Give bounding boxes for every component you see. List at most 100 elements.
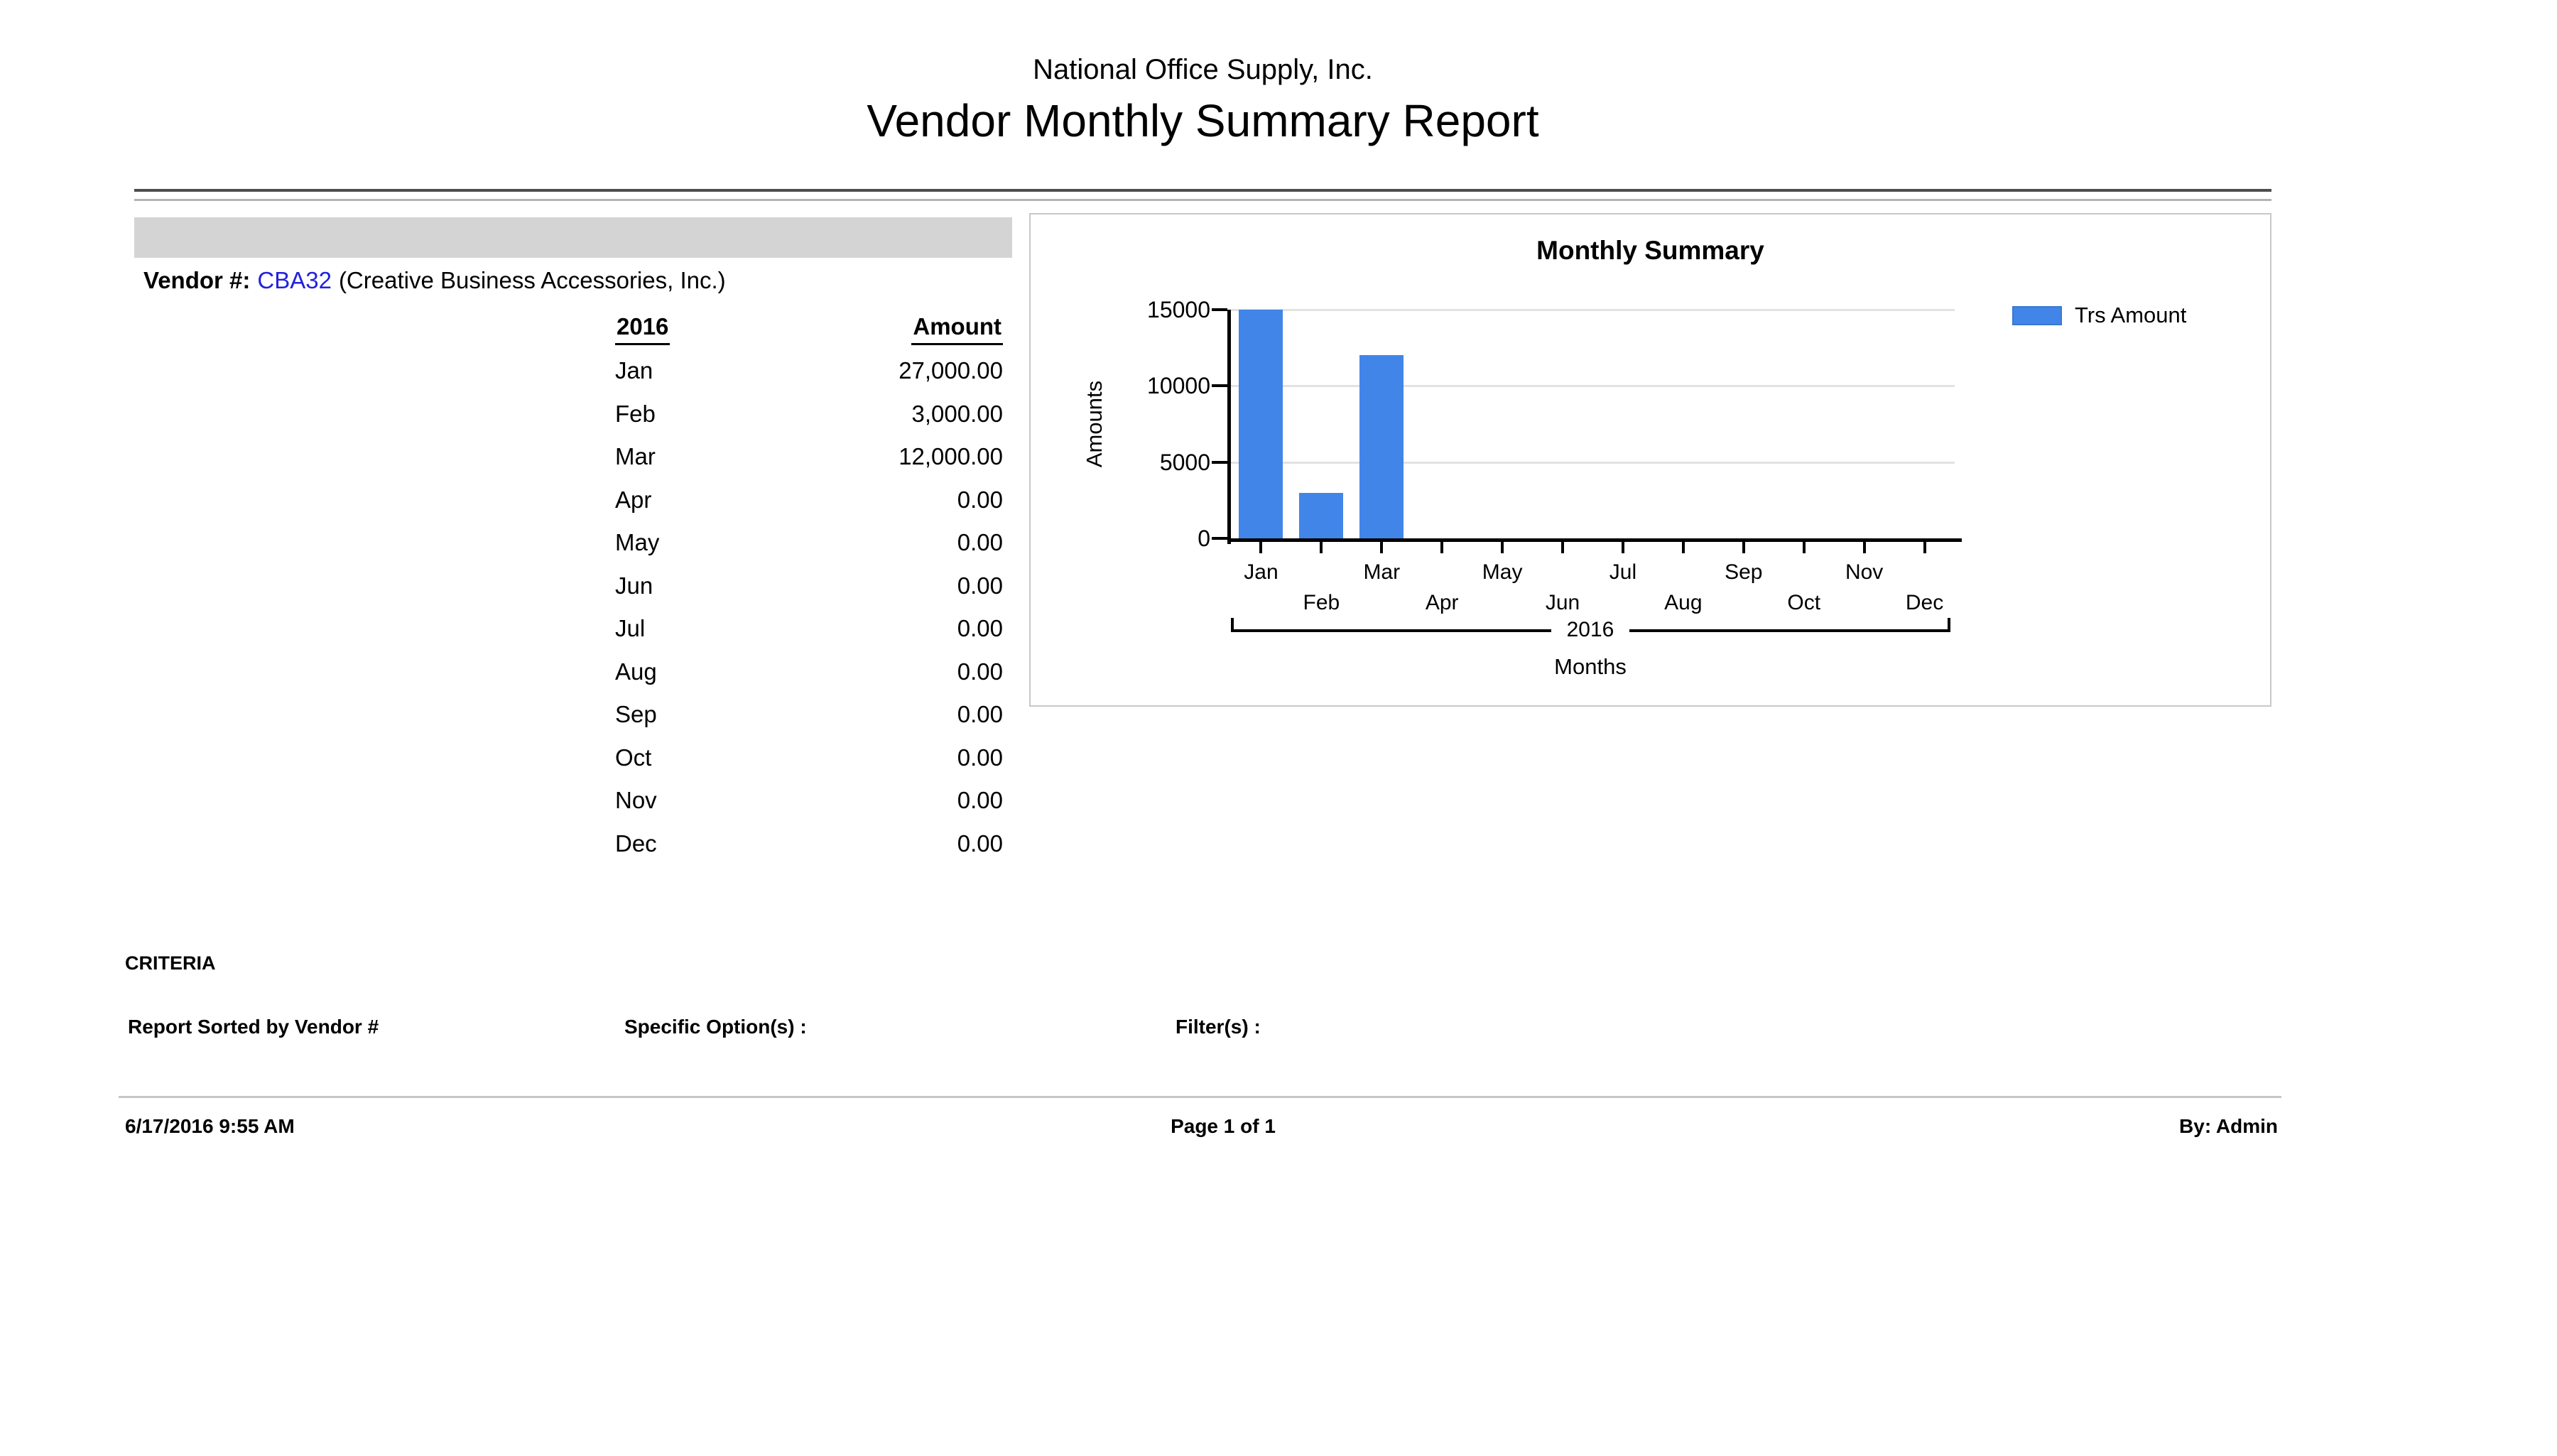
row-amount: 0.00	[957, 701, 1003, 728]
row-month: May	[615, 529, 660, 556]
x-tick-mark	[1501, 542, 1504, 553]
x-tick-label: Nov	[1845, 560, 1884, 584]
bar-jan	[1239, 310, 1283, 538]
year-bracket-left-tick	[1231, 618, 1234, 632]
vendor-line: Vendor #: CBA32 (Creative Business Accesso…	[143, 266, 726, 295]
table-header-row: 2016 Amount	[615, 313, 1003, 345]
x-tick-mark	[1440, 542, 1444, 553]
row-month: Nov	[615, 787, 657, 814]
row-amount: 12,000.00	[899, 443, 1003, 470]
x-tick-mark	[1561, 542, 1565, 553]
row-month: Apr	[615, 486, 652, 513]
table-row: Aug 0.00	[615, 651, 1003, 694]
x-tick-label: Sep	[1725, 560, 1763, 584]
row-month: Dec	[615, 830, 657, 857]
x-tick-label: Aug	[1664, 591, 1703, 614]
row-amount: 0.00	[957, 486, 1003, 513]
vendor-number-label: Vendor #:	[143, 267, 251, 293]
x-tick-label: Jun	[1545, 591, 1580, 614]
footer-by-user: By: Admin	[2179, 1115, 2278, 1137]
row-amount: 0.00	[957, 787, 1003, 814]
year-bracket-label: 2016	[1551, 616, 1629, 643]
table-row: Sep 0.00	[615, 693, 1003, 737]
gridline	[1231, 461, 1955, 464]
row-month: Oct	[615, 744, 652, 771]
x-tick-mark	[1862, 542, 1866, 553]
vendor-header-band	[134, 217, 1012, 258]
x-tick-mark	[1259, 542, 1263, 553]
table-row: Nov 0.00	[615, 779, 1003, 822]
row-month: Sep	[615, 701, 657, 728]
x-tick-mark	[1320, 542, 1323, 553]
chart-plot: 0 5000 10000 15000 Jan Feb Mar Apr May Jun Jul Aug S…	[1147, 297, 1962, 679]
table-row: Apr 0.00	[615, 479, 1003, 522]
table-row: Jan 27,000.00	[615, 349, 1003, 393]
page-title: Vendor Monthly Summary Report	[867, 95, 1539, 146]
x-tick-mark	[1802, 542, 1806, 553]
x-tick-label: Oct	[1787, 591, 1821, 614]
y-tick-label: 0	[1198, 526, 1210, 551]
x-tick-mark	[1621, 542, 1624, 553]
chart-title: Monthly Summary	[1536, 236, 1764, 265]
footer-datetime: 6/17/2016 9:55 AM	[125, 1115, 295, 1137]
table-row: Jun 0.00	[615, 565, 1003, 608]
x-tick-mark	[1923, 542, 1926, 553]
row-month: Jun	[615, 572, 653, 599]
legend-label: Trs Amount	[2075, 303, 2187, 327]
vendor-code-link[interactable]: CBA32	[257, 267, 332, 293]
report-header: National Office Supply, Inc. Vendor Mont…	[134, 53, 2271, 151]
gridline	[1231, 385, 1955, 388]
amount-column-header: Amount	[911, 313, 1003, 345]
criteria-filters: Filter(s) :	[1176, 1016, 1261, 1038]
x-tick-label: May	[1482, 560, 1523, 584]
y-tick-label: 10000	[1147, 373, 1210, 399]
row-month: Jul	[615, 615, 646, 642]
chart-legend: Trs Amount	[2012, 303, 2186, 328]
table-row: May 0.00	[615, 521, 1003, 565]
row-month: Feb	[615, 400, 656, 427]
row-amount: 0.00	[957, 572, 1003, 599]
vendor-name: (Creative Business Accessories, Inc.)	[338, 267, 726, 293]
gridline	[1231, 309, 1955, 311]
chart-panel: Monthly Summary Amounts 0 5000 10000 15000 J…	[1029, 213, 2271, 707]
legend-swatch	[2012, 305, 2062, 325]
year-bracket-right-tick	[1948, 618, 1950, 632]
x-tick-label: Feb	[1303, 591, 1340, 614]
row-amount: 27,000.00	[899, 357, 1003, 384]
x-tick-mark	[1742, 542, 1745, 553]
row-amount: 0.00	[957, 529, 1003, 556]
row-amount: 0.00	[957, 615, 1003, 642]
company-name: National Office Supply, Inc.	[1033, 54, 1373, 85]
row-amount: 3,000.00	[911, 400, 1003, 427]
table-row: Jul 0.00	[615, 607, 1003, 651]
criteria-heading: CRITERIA	[125, 952, 216, 974]
bar-mar	[1359, 355, 1404, 538]
row-amount: 0.00	[957, 658, 1003, 685]
criteria-specific-options: Specific Option(s) :	[624, 1016, 807, 1038]
row-month: Aug	[615, 658, 657, 685]
table-row: Feb 3,000.00	[615, 393, 1003, 436]
x-tick-mark	[1380, 542, 1384, 553]
row-amount: 0.00	[957, 744, 1003, 771]
y-tick-mark	[1212, 537, 1227, 540]
y-axis-line	[1227, 310, 1231, 544]
bar-feb	[1299, 492, 1344, 538]
row-month: Mar	[615, 443, 656, 470]
x-tick-label: Jan	[1244, 560, 1278, 584]
y-tick-label: 15000	[1147, 297, 1210, 322]
table-row: Dec 0.00	[615, 822, 1003, 866]
year-column-header: 2016	[615, 313, 671, 345]
criteria-sorted-by: Report Sorted by Vendor #	[128, 1016, 379, 1038]
table-body: Jan 27,000.00 Feb 3,000.00 Mar 12,000.00 Apr 0.…	[615, 349, 1003, 865]
title-separator-light	[134, 199, 2271, 201]
footer-separator	[119, 1096, 2281, 1098]
row-month: Jan	[615, 357, 653, 384]
y-tick-mark	[1212, 384, 1227, 388]
x-tick-label: Mar	[1363, 560, 1401, 584]
x-tick-label: Jul	[1609, 560, 1637, 584]
y-tick-mark	[1212, 460, 1227, 464]
table-row: Oct 0.00	[615, 737, 1003, 780]
x-tick-label: Apr	[1425, 591, 1459, 614]
x-tick-label: Dec	[1905, 591, 1944, 614]
x-axis-line	[1227, 538, 1962, 542]
